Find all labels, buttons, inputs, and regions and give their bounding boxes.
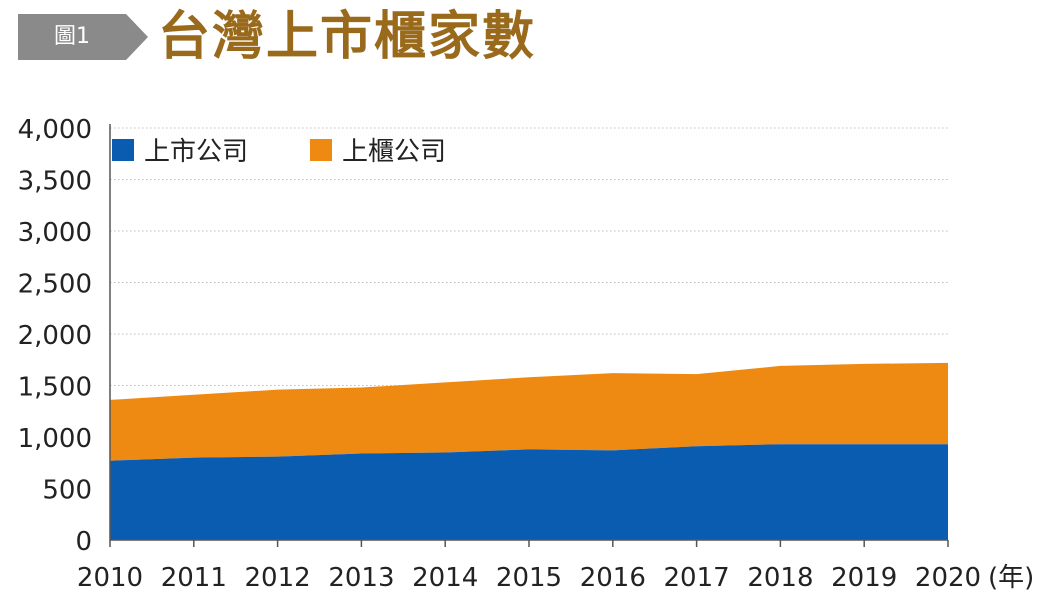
x-tick-label: 2010 (77, 563, 143, 593)
x-tick-label: 2017 (664, 563, 730, 593)
x-tick-label: 2014 (412, 563, 478, 593)
series-area-otc (110, 362, 948, 461)
y-tick-label: 3,000 (18, 218, 92, 248)
legend-swatch (310, 139, 332, 161)
y-tick-label: 3,500 (18, 167, 92, 197)
x-tick-label: 2018 (747, 563, 813, 593)
x-tick-label: 2019 (831, 563, 897, 593)
figure-badge-arrow-icon (126, 14, 148, 60)
legend-swatch (112, 139, 134, 161)
y-tick-label: 1,000 (18, 424, 92, 454)
legend-label: 上市公司 (144, 137, 248, 167)
y-tick-label: 500 (42, 476, 92, 506)
figure-header: 圖1 台灣上市櫃家數 (0, 0, 1060, 90)
x-tick-label: 2011 (161, 563, 227, 593)
legend-label: 上櫃公司 (342, 137, 446, 167)
x-tick-label: 2015 (496, 563, 562, 593)
stacked-areas (110, 362, 948, 540)
figure-number-badge: 圖1 (18, 14, 126, 60)
y-tick-label: 4,000 (18, 115, 92, 145)
y-tick-label: 0 (75, 527, 92, 557)
x-tick-label: 2020 (915, 563, 981, 593)
legend: 上市公司 上櫃公司 (112, 137, 446, 167)
axes: 0 500 1,000 1,500 2,000 2,500 3,000 3,500 4,000 2… (18, 115, 1035, 593)
x-tick-label: 2016 (580, 563, 646, 593)
x-tick-label: 2013 (328, 563, 394, 593)
x-axis-unit-label: (年) (988, 563, 1034, 593)
chart-title: 台灣上市櫃家數 (158, 6, 537, 67)
series-area-listed (110, 444, 948, 540)
y-tick-label: 1,500 (18, 373, 92, 403)
y-tick-label: 2,000 (18, 321, 92, 351)
x-tick-label: 2012 (245, 563, 311, 593)
y-tick-label: 2,500 (18, 270, 92, 300)
